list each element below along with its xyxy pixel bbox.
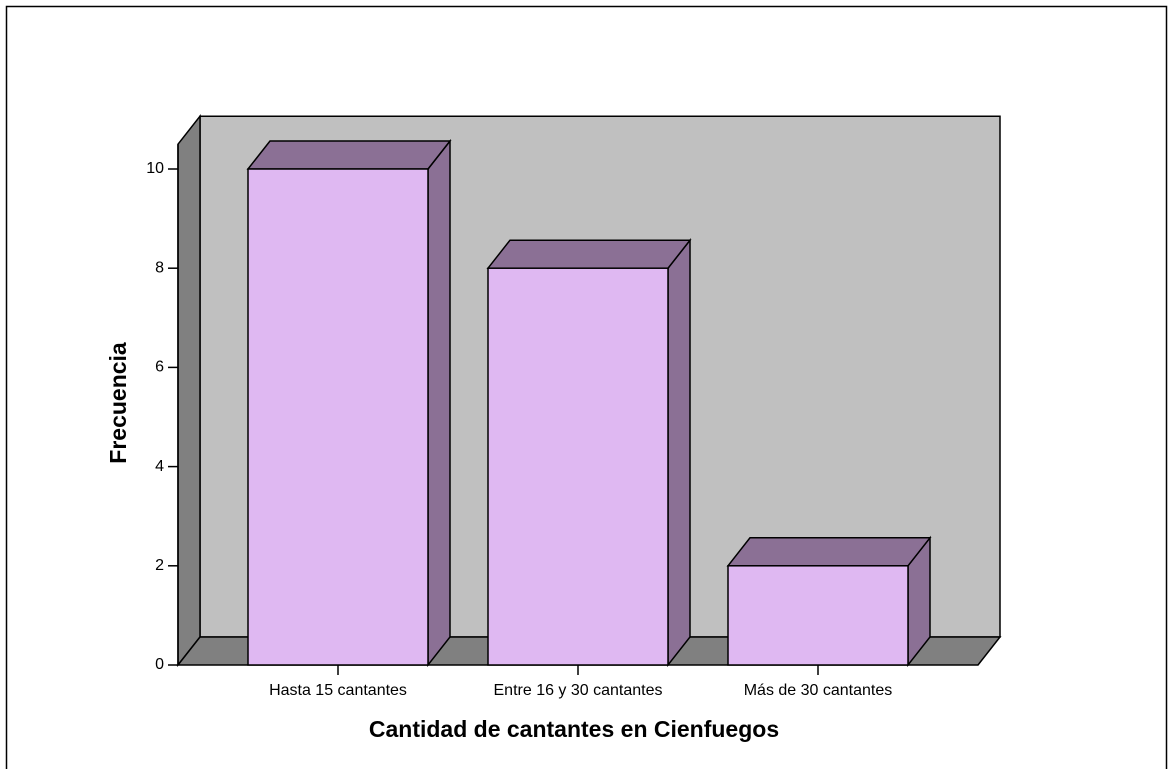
y-tick-label: 6: [155, 359, 164, 376]
y-tick-label: 0: [155, 656, 164, 673]
y-axis-title: Frecuencia: [105, 342, 131, 464]
bar: [487, 267, 669, 666]
bar-side: [427, 138, 451, 668]
y-tick-label: 2: [155, 557, 164, 574]
bar-top: [246, 140, 452, 170]
bar-side: [667, 238, 691, 668]
bar: [247, 168, 429, 666]
x-tick-label: Más de 30 cantantes: [744, 682, 893, 699]
y-tick-label: 8: [155, 259, 164, 276]
x-axis-title: Cantidad de cantantes en Cienfuegos: [369, 716, 779, 742]
side-wall: [177, 114, 201, 668]
bar: [727, 565, 909, 666]
x-tick-label: Entre 16 y 30 cantantes: [494, 682, 663, 699]
bar-top: [486, 239, 692, 269]
y-tick-label: 10: [146, 160, 164, 177]
bar-top: [726, 537, 932, 567]
y-tick-label: 4: [155, 458, 164, 475]
x-tick-label: Hasta 15 cantantes: [269, 682, 407, 699]
